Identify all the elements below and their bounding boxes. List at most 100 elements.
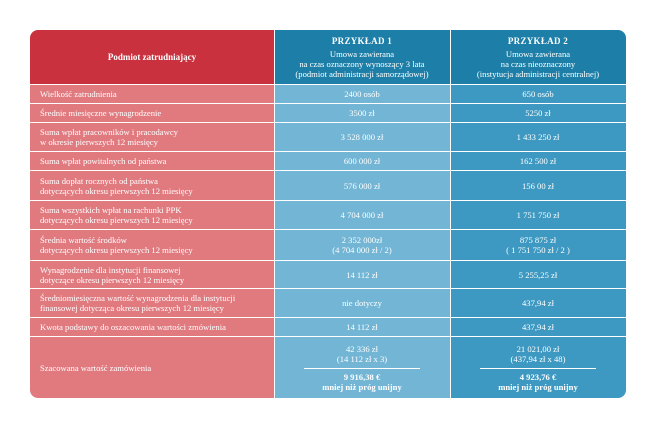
example-2-summary: 21 021,00 zł (437,94 zł x 48) 4 923,76 €… (450, 337, 626, 398)
value-text: 5250 zł (525, 108, 551, 118)
value-text: 2400 osób (344, 89, 380, 99)
value-text: 875 875 zł (519, 235, 557, 245)
value-calc-text: (4 704 000 zł / 2) (332, 245, 392, 255)
row-label-text: Suma wpłat powitalnych od państwa (40, 156, 167, 166)
row-divider (30, 84, 626, 85)
example-1-value: 4 704 000 zł (274, 201, 450, 229)
column-divider (274, 30, 275, 398)
row-label-text: dotyczące okresu pierwszych 12 miesięcy (40, 274, 185, 285)
summary-divider (480, 367, 596, 369)
example-1-value: 14 112 zł (274, 261, 450, 288)
example-2-line3: (instytucja administracji centralnej) (476, 68, 600, 79)
table-row: Suma wpłat pracowników i pracodawcy w ok… (30, 123, 626, 151)
row-label-text: Suma dopłat rocznych od państwa (40, 175, 158, 186)
row-label: Suma wpłat powitalnych od państwa (30, 152, 274, 170)
row-label-text: Wielkość zatrudnienia (40, 89, 117, 99)
row-label-text: Wynagrodzenie dla instytucji finansowej (40, 264, 181, 275)
employer-header-label: Podmiot zatrudniający (107, 52, 197, 62)
summary-value: 42 336 zł (346, 343, 378, 354)
row-label: Średnia wartość środków dotyczących okre… (30, 230, 274, 260)
value-text: 600 000 zł (343, 156, 381, 166)
summary-label: Szacowana wartość zamówienia (30, 337, 274, 398)
table-row: Wielkość zatrudnienia 2400 osób 650 osób (30, 85, 626, 103)
example-2-line2: na czas nieoznaczony (500, 58, 576, 69)
example-2-title: PRZYKŁAD 2 (507, 35, 569, 46)
table-row: Suma wpłat powitalnych od państwa 600 00… (30, 152, 626, 170)
row-divider (30, 200, 626, 201)
value-text: 3500 zł (349, 108, 375, 118)
table-row: Średnie miesięczne wynagrodzenie 3500 zł… (30, 104, 626, 122)
table-row: Średnia wartość środków dotyczących okre… (30, 230, 626, 260)
summary-note: mniej niż próg unijny (322, 381, 402, 392)
row-label-text: Średnia wartość środków (40, 235, 127, 245)
value-text: 5 255,25 zł (518, 269, 558, 280)
row-label-text: dotyczących okresu pierwszych 12 miesięc… (40, 245, 193, 255)
row-divider (30, 229, 626, 230)
row-label-text: Suma wszystkich wpłat na rachunki PPK (40, 205, 182, 215)
row-label-text: Suma wpłat pracowników i pracodawcy (40, 127, 178, 137)
table-row: Średniomiesięczna wartość wynagrodzenia … (30, 289, 626, 317)
example-1-title: PRZYKŁAD 1 (331, 35, 393, 46)
value-text: 14 112 zł (346, 269, 378, 280)
example-1-summary: 42 336 zł (14 112 zł x 3) 9 916,38 € mni… (274, 337, 450, 398)
column-divider (450, 30, 451, 398)
example-2-line1: Umowa zawierana (505, 48, 571, 59)
row-label-text: finansowej dotycząca okresu pierwszych 1… (40, 303, 224, 313)
value-text: 2 352 000zł (341, 235, 383, 245)
example-2-value: 5 255,25 zł (450, 261, 626, 288)
example-2-value: 1 433 250 zł (450, 123, 626, 151)
example-2-header: PRZYKŁAD 2 Umowa zawierana na czas nieoz… (450, 30, 626, 84)
row-divider (30, 103, 626, 104)
row-divider (30, 317, 626, 318)
row-divider (30, 288, 626, 289)
row-label-text: Kwota podstawy do oszacowania wartości z… (40, 322, 226, 332)
example-2-value: 1 751 750 zł (450, 201, 626, 229)
summary-value: 21 021,00 zł (516, 343, 560, 354)
example-1-value: 14 112 zł (274, 318, 450, 336)
value-calc-text: ( 1 751 750 zł / 2 ) (506, 245, 570, 255)
example-1-value: 2400 osób (274, 85, 450, 103)
summary-calc: (437,94 zł x 48) (510, 353, 566, 364)
row-label: Średnie miesięczne wynagrodzenie (30, 104, 274, 122)
table-header: Podmiot zatrudniający PRZYKŁAD 1 Umowa z… (30, 30, 626, 84)
example-1-value: 576 000 zł (274, 171, 450, 200)
value-text: 437,94 zł (522, 298, 554, 308)
value-text: 437,94 zł (522, 322, 554, 332)
summary-calc: (14 112 zł x 3) (336, 353, 388, 364)
example-1-line1: Umowa zawierana (329, 48, 395, 59)
row-divider (30, 151, 626, 152)
example-2-value: 437,94 zł (450, 289, 626, 317)
row-label: Wielkość zatrudnienia (30, 85, 274, 103)
row-label: Średniomiesięczna wartość wynagrodzenia … (30, 289, 274, 317)
example-1-header: PRZYKŁAD 1 Umowa zawierana na czas oznac… (274, 30, 450, 84)
example-2-value: 162 500 zł (450, 152, 626, 170)
table-row: Suma wszystkich wpłat na rachunki PPK do… (30, 201, 626, 229)
row-label-text: dotyczących okresu pierwszych 12 miesięc… (40, 215, 193, 225)
table-row: Kwota podstawy do oszacowania wartości z… (30, 318, 626, 336)
value-text: 576 000 zł (343, 180, 381, 191)
value-text: 1 433 250 zł (516, 132, 560, 142)
example-1-value: 3500 zł (274, 104, 450, 122)
row-label-text: Średniomiesięczna wartość wynagrodzenia … (40, 293, 236, 303)
value-text: 1 751 750 zł (516, 210, 560, 220)
summary-result: 4 923,76 € (519, 371, 557, 382)
employer-header: Podmiot zatrudniający (30, 30, 274, 84)
example-2-value: 650 osób (450, 85, 626, 103)
value-text: 14 112 zł (346, 322, 378, 332)
example-1-value: 600 000 zł (274, 152, 450, 170)
value-text: 650 osób (522, 89, 554, 99)
row-label-text: w okresie pierwszych 12 miesięcy (40, 137, 158, 147)
value-text: 156 00 zł (522, 180, 554, 191)
summary-label-text: Szacowana wartość zamówienia (40, 362, 152, 373)
row-label-text: Średnie miesięczne wynagrodzenie (40, 108, 162, 118)
summary-note: mniej niż próg unijny (498, 381, 578, 392)
example-1-value: 3 528 000 zł (274, 123, 450, 151)
example-2-value: 875 875 zł ( 1 751 750 zł / 2 ) (450, 230, 626, 260)
row-label: Kwota podstawy do oszacowania wartości z… (30, 318, 274, 336)
value-text: 4 704 000 zł (340, 210, 384, 220)
row-divider (30, 336, 626, 337)
table-row: Suma dopłat rocznych od państwa dotycząc… (30, 171, 626, 200)
value-text: 162 500 zł (519, 156, 557, 166)
example-2-value: 5250 zł (450, 104, 626, 122)
row-divider (30, 260, 626, 261)
